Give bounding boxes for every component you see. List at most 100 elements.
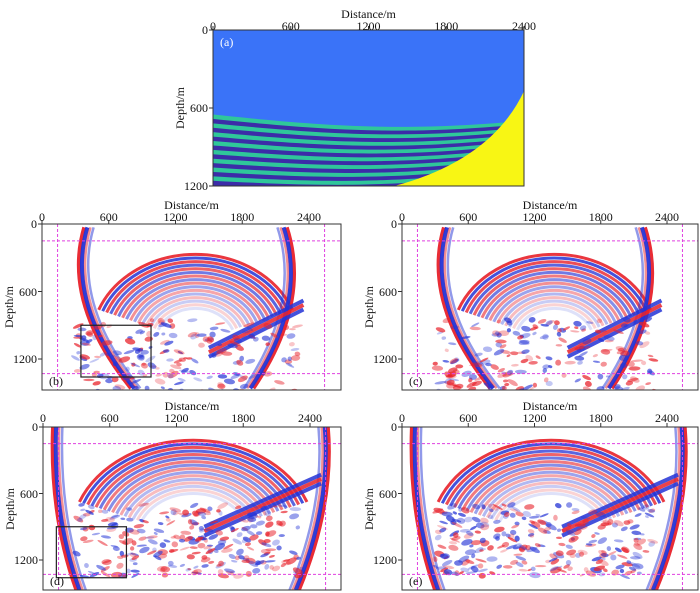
edge-wavefront	[648, 427, 681, 590]
scatter-noise	[243, 322, 255, 327]
scatter-noise	[585, 570, 597, 577]
scatter-noise	[620, 323, 628, 328]
scatter-noise	[211, 353, 217, 358]
scatter-noise	[457, 512, 466, 517]
panel-c	[398, 220, 699, 391]
wavefront-arc	[90, 449, 296, 507]
salt-body	[394, 91, 524, 186]
x-tick-label: 1200	[164, 411, 189, 425]
scatter-noise	[434, 381, 447, 385]
scatter-noise	[440, 567, 448, 573]
wavefront-arc	[504, 296, 605, 327]
scatter-noise	[567, 523, 572, 527]
scatter-noise	[136, 528, 146, 534]
x-tick-label: 2400	[298, 411, 322, 425]
scatter-noise	[558, 337, 567, 343]
scatter-noise	[142, 374, 148, 378]
scatter-noise	[493, 533, 501, 540]
wavefront-arc	[494, 488, 608, 521]
scatter-noise	[288, 362, 292, 366]
scatter-noise	[644, 331, 651, 335]
scatter-noise	[233, 573, 244, 579]
scatter-noise	[160, 386, 165, 390]
scatter-noise	[246, 512, 258, 517]
scatter-noise	[573, 320, 582, 327]
scatter-noise	[105, 378, 113, 384]
scatter-noise	[182, 509, 190, 516]
scatter-noise	[146, 535, 158, 539]
scatter-noise	[85, 330, 94, 336]
scatter-noise	[118, 534, 125, 540]
scatter-noise	[125, 366, 130, 372]
scatter-noise	[234, 555, 240, 561]
scatter-noise	[130, 552, 139, 556]
scatter-noise	[434, 534, 442, 541]
scatter-noise	[556, 331, 562, 337]
scatter-noise	[111, 514, 119, 518]
wavefront-arc	[512, 303, 597, 330]
scatter-noise	[610, 554, 617, 561]
scatter-noise	[435, 327, 446, 333]
scatter-noise	[170, 364, 182, 370]
scatter-noise	[209, 520, 219, 524]
scatter-noise	[578, 351, 588, 358]
zoom-box	[55, 526, 128, 579]
scatter-noise	[124, 338, 136, 345]
scatter-noise	[460, 507, 470, 514]
x-tick-label: 600	[100, 411, 119, 425]
scatter-noise	[260, 505, 267, 511]
edge-wavefront	[297, 427, 331, 590]
scatter-noise	[506, 328, 512, 333]
scatter-noise	[191, 551, 201, 555]
scatter-noise	[98, 335, 103, 338]
scatter-noise	[566, 549, 577, 556]
scatter-noise	[191, 358, 199, 364]
scatter-noise	[619, 568, 625, 574]
wavefront-arc	[436, 438, 666, 503]
scatter-noise	[467, 564, 479, 570]
scatter-noise	[262, 317, 270, 322]
scatter-noise	[230, 570, 234, 574]
scatter-noise	[642, 504, 650, 510]
scatter-noise	[140, 362, 148, 369]
scatter-noise	[584, 380, 592, 387]
edge-wavefront	[645, 427, 678, 590]
scatter-noise	[510, 529, 517, 536]
scatter-noise	[451, 521, 463, 528]
scatter-noise	[286, 333, 296, 339]
scatter-noise	[217, 502, 229, 510]
scatter-noise	[236, 548, 244, 556]
scatter-noise	[141, 362, 146, 366]
scatter-noise	[100, 535, 112, 539]
scatter-noise	[258, 539, 267, 546]
wavefront-arc	[465, 463, 637, 512]
scatter-noise	[514, 369, 527, 374]
scatter-noise	[167, 564, 178, 568]
scatter-noise	[471, 553, 476, 559]
edge-wavefront	[409, 427, 438, 590]
scatter-noise	[478, 568, 488, 573]
scatter-noise	[193, 568, 202, 575]
panel-label: (b)	[49, 374, 63, 388]
scatter-noise	[274, 380, 285, 385]
scatter-noise	[224, 568, 236, 574]
scatter-noise	[200, 389, 210, 390]
scatter-noise	[217, 569, 224, 575]
scatter-noise	[469, 525, 477, 531]
scatter-noise	[542, 367, 548, 373]
scatter-noise	[577, 549, 588, 555]
scatter-noise	[72, 550, 81, 557]
scatter-noise	[529, 386, 536, 390]
scatter-noise	[248, 560, 259, 567]
scatter-noise	[448, 544, 459, 551]
scatter-noise	[290, 348, 300, 351]
y-tick-label: 600	[379, 486, 397, 501]
scatter-noise	[532, 382, 538, 388]
scatter-noise	[443, 569, 453, 576]
scatter-noise	[78, 503, 85, 507]
scatter-noise	[433, 556, 438, 562]
scatter-noise	[460, 336, 471, 339]
scatter-noise	[437, 525, 448, 530]
dipping-event	[566, 298, 663, 350]
scatter-noise	[483, 382, 493, 389]
